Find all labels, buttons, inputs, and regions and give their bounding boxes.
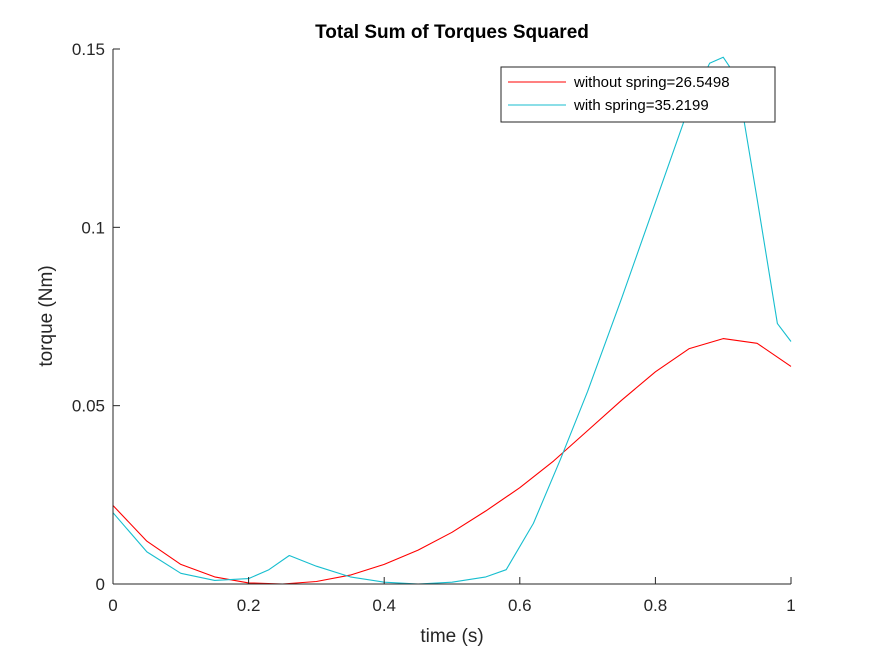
x-tick-label: 0.8 [644, 596, 668, 615]
axes-layer [112, 49, 791, 585]
x-tick-label: 0.4 [372, 596, 396, 615]
legend-box [500, 66, 776, 123]
y-tick-label: 0.05 [72, 397, 105, 416]
legend: without spring=26.5498 with spring=35.21… [500, 66, 776, 123]
x-tick-label: 1 [786, 596, 795, 615]
x-tick-label: 0.6 [508, 596, 532, 615]
ticks-layer: 0 0.2 0.4 0.6 0.8 1 0 0.05 0.1 0.15 [72, 40, 796, 615]
series-layer [112, 56, 792, 585]
y-tick-label: 0.1 [81, 218, 105, 237]
plot-area [113, 49, 791, 584]
chart-title: Total Sum of Torques Squared [315, 22, 589, 43]
legend-label-with-spring: with spring=35.2199 [573, 97, 709, 114]
series-line-1 [112, 56, 792, 585]
y-axis-label: torque (Nm) [36, 265, 57, 366]
series-line-0 [112, 338, 792, 585]
x-tick-label: 0.2 [237, 596, 261, 615]
y-tick-label: 0 [96, 575, 105, 594]
legend-label-without-spring: without spring=26.5498 [573, 74, 730, 91]
x-tick-label: 0 [108, 596, 117, 615]
y-tick-label: 0.15 [72, 40, 105, 59]
x-axis-label: time (s) [420, 626, 483, 647]
